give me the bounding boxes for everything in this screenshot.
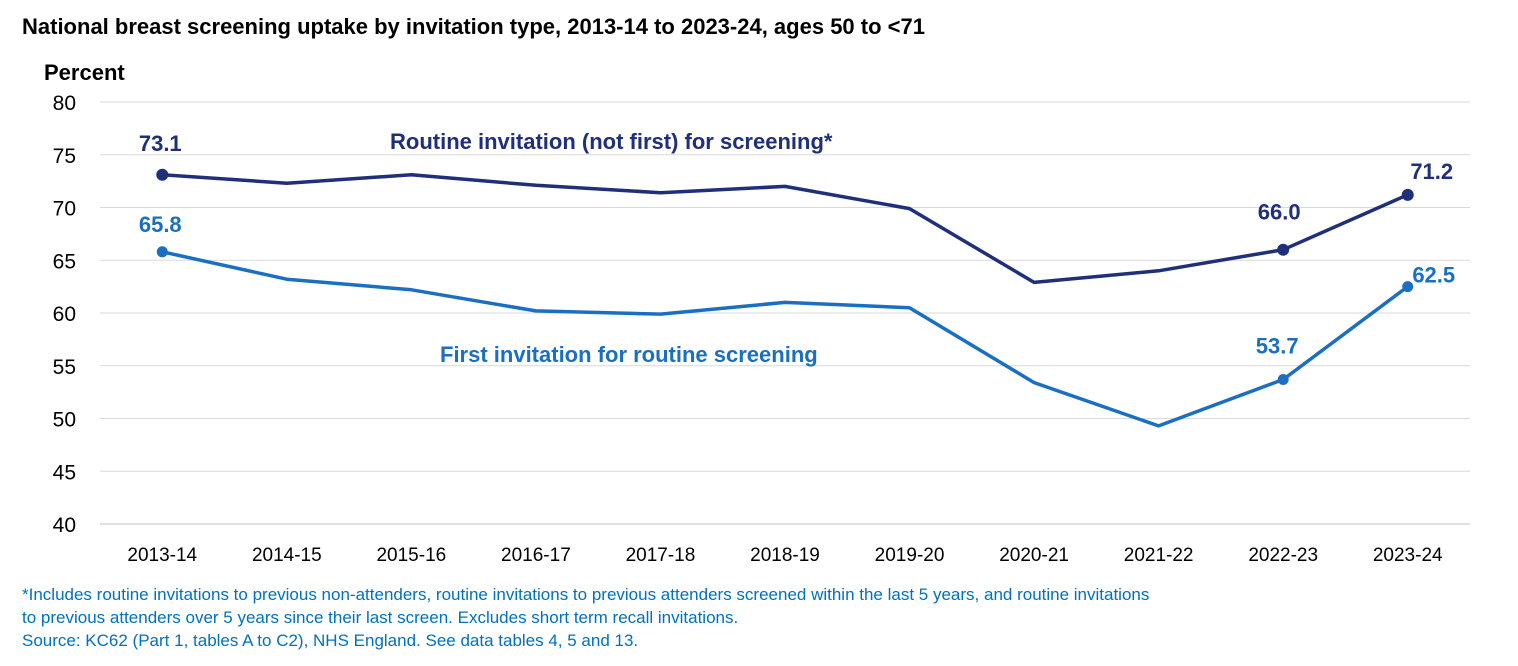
chart-title: National breast screening uptake by invi… [22, 14, 925, 39]
data-point [1401, 188, 1414, 201]
data-point [1277, 373, 1289, 385]
x-tick-label: 2013-14 [127, 545, 197, 566]
data-point [1402, 281, 1414, 293]
y-tick-label: 55 [53, 356, 76, 379]
y-tick-label: 50 [53, 409, 76, 432]
gridlines [100, 101, 1470, 525]
y-axis: Percent 40 45 50 55 60 65 70 75 80 [44, 60, 125, 537]
y-tick-label: 80 [53, 92, 76, 115]
y-tick-label: 65 [53, 250, 76, 273]
y-tick-label: 40 [53, 514, 76, 537]
footnote: *Includes routine invitations to previou… [22, 583, 1149, 652]
line-chart: Percent 40 45 50 55 60 65 70 75 80 2013-14 2014-1… [44, 60, 1470, 566]
source-note: Source: KC62 (Part 1, tables A to C2), N… [22, 631, 639, 650]
data-point [156, 246, 168, 258]
y-tick-label: 70 [53, 198, 76, 221]
x-tick-label: 2022-23 [1248, 545, 1318, 566]
x-tick-label: 2015-16 [376, 545, 446, 566]
series-name-first: First invitation for routine screening [440, 342, 818, 367]
data-point [156, 168, 169, 181]
series-name-routine: Routine invitation (not first) for scree… [390, 129, 833, 154]
data-label: 71.2 [1410, 159, 1453, 184]
data-label: 65.8 [139, 212, 182, 237]
y-tick-label: 75 [53, 145, 76, 168]
x-tick-label: 2018-19 [750, 545, 820, 566]
x-tick-label: 2020-21 [999, 545, 1069, 566]
data-label: 62.5 [1412, 263, 1455, 288]
data-label: 73.1 [139, 131, 182, 156]
data-label: 66.0 [1258, 200, 1301, 225]
data-label: 53.7 [1256, 333, 1299, 358]
x-tick-label: 2014-15 [252, 545, 322, 566]
y-axis-label: Percent [44, 60, 125, 85]
y-tick-label: 45 [53, 461, 76, 484]
x-tick-label: 2023-24 [1373, 545, 1443, 566]
x-tick-label: 2019-20 [875, 545, 945, 566]
x-tick-label: 2017-18 [626, 545, 696, 566]
y-tick-label: 60 [53, 303, 76, 326]
footnote-line-1: *Includes routine invitations to previou… [22, 585, 1150, 604]
series-line [162, 173, 1409, 285]
data-point [1277, 243, 1290, 256]
x-tick-label: 2016-17 [501, 545, 571, 566]
footnote-line-2: to previous attenders over 5 years since… [22, 608, 739, 627]
series-line [161, 250, 1409, 428]
series: 73.1 66.0 71.2 65.8 53.7 62.5 [139, 131, 1455, 428]
x-tick-label: 2021-22 [1124, 545, 1194, 566]
x-axis: 2013-14 2014-15 2015-16 2016-17 2017-18 2018-… [127, 545, 1443, 566]
series-labels: Routine invitation (not first) for scree… [390, 129, 833, 367]
